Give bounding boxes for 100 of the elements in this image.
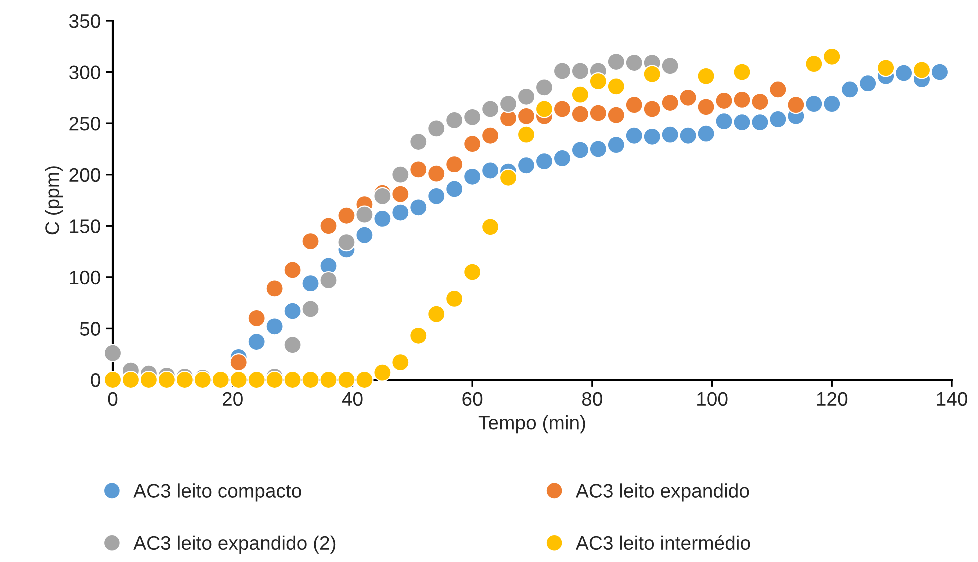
point (715, 112, 734, 131)
point (428, 305, 446, 324)
point (697, 98, 716, 116)
point (535, 78, 554, 97)
point (356, 370, 374, 390)
point (571, 62, 590, 80)
point (302, 300, 320, 318)
point (697, 124, 716, 143)
point (464, 263, 482, 282)
point (481, 218, 500, 236)
y-tick-label: 250 (70, 117, 100, 131)
point (392, 185, 410, 204)
point (302, 232, 320, 251)
point (302, 274, 320, 293)
point (230, 370, 248, 390)
point (715, 92, 734, 110)
point (284, 261, 302, 280)
point (446, 290, 464, 308)
point (194, 370, 212, 390)
point (428, 187, 446, 206)
point (751, 113, 770, 132)
y-axis-title: C (ppm) (45, 166, 64, 235)
point (553, 62, 572, 80)
point (266, 280, 284, 298)
x-tick-label: 40 (342, 392, 363, 406)
point (122, 370, 140, 390)
point (733, 90, 752, 110)
point (643, 65, 662, 84)
point (158, 370, 176, 390)
point (464, 108, 482, 126)
point (589, 72, 608, 91)
point (823, 48, 842, 66)
point (338, 206, 356, 225)
point (481, 100, 500, 118)
point (446, 111, 464, 130)
point (535, 152, 554, 171)
point (104, 344, 122, 362)
point (176, 370, 194, 390)
point (392, 166, 410, 184)
y-tick-label: 200 (70, 168, 100, 182)
point (481, 162, 500, 180)
point (338, 233, 356, 252)
point (499, 95, 518, 114)
point (679, 88, 698, 107)
point (589, 140, 608, 158)
point (571, 105, 590, 124)
point (679, 126, 698, 145)
point (140, 370, 158, 390)
y-tick-label: 100 (70, 270, 100, 285)
point (643, 100, 662, 118)
point (410, 326, 428, 345)
x-tick-label: 80 (582, 392, 602, 406)
point (517, 107, 536, 126)
point (320, 217, 338, 236)
point (877, 59, 896, 78)
point (499, 168, 518, 187)
point (374, 364, 392, 382)
point (643, 128, 662, 146)
point (428, 164, 446, 183)
point (625, 54, 644, 72)
y-tick-label: 150 (70, 220, 100, 234)
legend-label: AC3 leito expandido (2) (134, 536, 336, 554)
y-tick-label: 300 (69, 66, 100, 80)
legend-label: AC3 leito expandido (576, 484, 750, 502)
point (930, 63, 950, 82)
x-tick-label: 0 (108, 392, 118, 406)
point (535, 100, 554, 118)
point (446, 180, 464, 198)
x-tick-label: 60 (462, 392, 483, 406)
point (769, 110, 788, 129)
point (517, 88, 536, 106)
point (661, 94, 680, 112)
point (607, 106, 626, 124)
point (248, 370, 266, 390)
point (392, 204, 410, 222)
point (284, 336, 302, 354)
point (248, 332, 266, 352)
x-axis-title: Tempo (min) (478, 415, 586, 434)
point (428, 120, 446, 138)
point (230, 354, 248, 372)
point (212, 370, 230, 390)
point (553, 100, 572, 118)
point (356, 206, 374, 224)
point (805, 95, 824, 114)
point (912, 61, 932, 80)
point (607, 52, 626, 72)
point (410, 160, 428, 179)
point (517, 156, 536, 175)
point (302, 370, 320, 390)
point (589, 104, 608, 122)
point (733, 63, 752, 82)
point (410, 198, 428, 217)
point (338, 370, 356, 390)
point (517, 126, 536, 144)
point (320, 370, 338, 390)
point (446, 156, 464, 174)
legend-label: AC3 leito compacto (134, 484, 302, 502)
point (481, 126, 500, 145)
point (751, 92, 770, 112)
point (104, 370, 122, 390)
